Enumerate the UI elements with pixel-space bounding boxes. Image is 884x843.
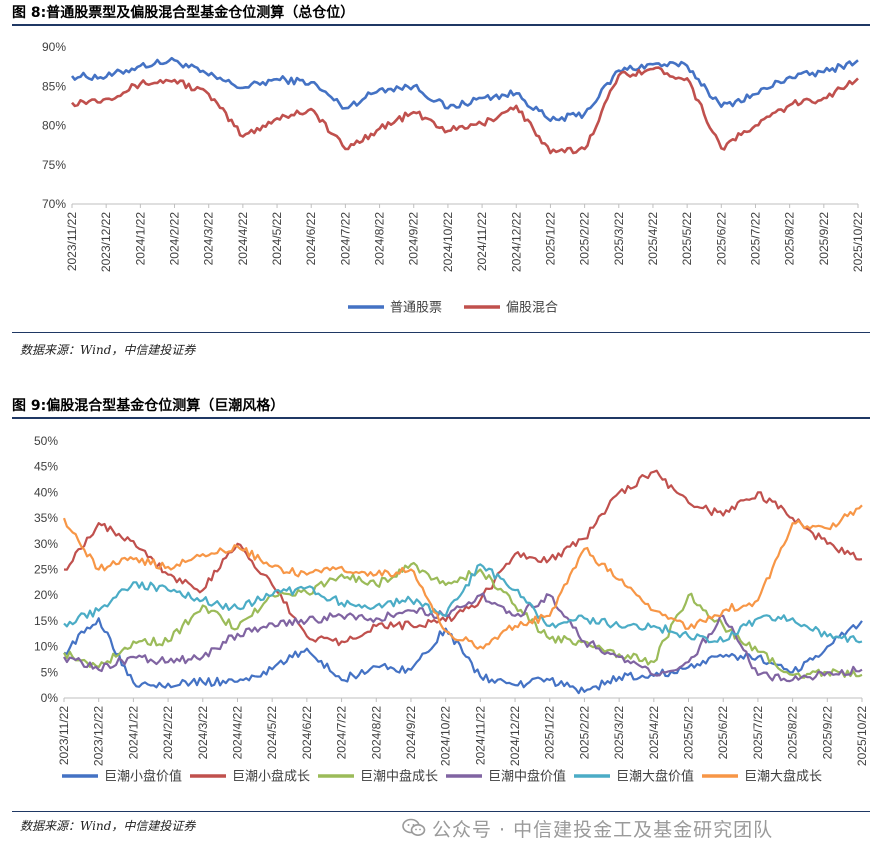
x-tick-label: 2024/10/22 [441, 212, 455, 272]
x-tick-label: 2025/3/22 [612, 212, 626, 266]
series-line-偏股混合 [71, 66, 859, 155]
x-tick-label: 2024/1/22 [133, 212, 147, 266]
watermark: 公众号 · 中信建投金工及基金研究团队 [402, 815, 773, 843]
y-tick-label: 50% [34, 434, 58, 448]
x-tick-label: 2024/11/22 [475, 212, 489, 271]
x-tick-label: 2024/4/22 [230, 706, 244, 760]
wechat-icon [402, 818, 426, 843]
x-tick-label: 2024/1/22 [126, 706, 140, 760]
y-tick-label: 75% [42, 158, 66, 172]
y-tick-label: 70% [42, 197, 66, 211]
x-tick-label: 2025/2/22 [577, 706, 591, 760]
figure9-title: 图 9:偏股混合型基金仓位测算（巨潮风格） [12, 398, 285, 414]
x-tick-label: 2024/5/22 [265, 706, 279, 760]
x-tick-label: 2025/8/22 [783, 212, 797, 266]
x-tick-label: 2023/11/22 [65, 212, 79, 271]
x-tick-label: 2025/10/22 [851, 212, 865, 272]
y-tick-label: 30% [34, 537, 58, 551]
x-tick-label: 2024/10/22 [439, 706, 453, 766]
figure9-top-rule [12, 417, 870, 419]
watermark-text: 公众号 · 中信建投金工及基金研究团队 [432, 819, 774, 841]
x-tick-label: 2025/6/22 [714, 212, 728, 266]
x-tick-label: 2025/1/22 [543, 706, 557, 760]
y-tick-label: 45% [34, 460, 58, 474]
y-tick-label: 40% [34, 485, 58, 499]
x-tick-label: 2024/9/22 [404, 706, 418, 760]
x-tick-label: 2024/7/22 [338, 212, 352, 266]
y-tick-label: 25% [34, 563, 58, 577]
x-tick-label: 2024/7/22 [335, 706, 349, 760]
x-tick-label: 2025/1/22 [543, 212, 557, 266]
y-tick-label: 35% [34, 511, 58, 525]
x-tick-label: 2024/2/22 [168, 212, 182, 266]
figure8-source: 数据来源：Wind，中信建投证券 [20, 343, 196, 357]
x-tick-label: 2024/9/22 [407, 212, 421, 266]
x-tick-label: 2024/3/22 [202, 212, 216, 266]
legend-label: 偏股混合 [506, 300, 558, 315]
x-tick-label: 2023/11/22 [57, 706, 71, 765]
x-tick-label: 2024/3/22 [196, 706, 210, 760]
x-tick-label: 2024/8/22 [369, 706, 383, 760]
x-tick-label: 2025/8/22 [786, 706, 800, 760]
series-line-巨潮大盘成长 [62, 504, 863, 650]
x-tick-label: 2024/11/22 [473, 706, 487, 765]
x-tick-label: 2024/6/22 [300, 706, 314, 760]
legend-label: 普通股票 [390, 300, 442, 315]
figure8-chart: 70% 75% 80% 85% 90% 2023/11/22 2023/12/22 2024/… [42, 40, 865, 315]
x-tick-label: 2025/9/22 [820, 706, 834, 760]
figure8-top-rule [12, 24, 870, 26]
legend-label: 巨潮中盘成长 [360, 769, 438, 784]
series-line-巨潮中盘成长 [63, 561, 863, 679]
y-tick-label: 90% [42, 40, 66, 54]
x-tick-label: 2025/4/22 [647, 706, 661, 760]
x-tick-label: 2025/4/22 [646, 212, 660, 266]
x-tick-label: 2025/10/22 [855, 706, 869, 766]
x-tick-label: 2025/6/22 [716, 706, 730, 760]
legend-label: 巨潮小盘价值 [104, 769, 182, 784]
figure9-chart: 0% 5% 10% 15% 20% 25% 30% 35% 40% 45% 50% 2023/11/2… [34, 434, 869, 784]
y-tick-label: 85% [42, 79, 66, 93]
y-tick-label: 10% [34, 640, 58, 654]
legend-label: 巨潮大盘成长 [744, 769, 822, 784]
x-tick-label: 2025/3/22 [612, 706, 626, 760]
x-tick-label: 2024/2/22 [161, 706, 175, 760]
x-tick-label: 2025/5/22 [682, 706, 696, 760]
x-tick-label: 2025/5/22 [680, 212, 694, 266]
x-tick-label: 2023/12/22 [99, 212, 113, 272]
y-tick-label: 15% [34, 614, 58, 628]
series-line-巨潮大盘价值 [63, 563, 863, 644]
x-tick-label: 2024/8/22 [373, 212, 387, 266]
figure8-bottom-rule [12, 332, 870, 333]
y-tick-label: 20% [34, 588, 58, 602]
y-tick-label: 0% [41, 691, 59, 705]
x-tick-label: 2024/6/22 [304, 212, 318, 266]
x-tick-label: 2025/7/22 [751, 706, 765, 760]
y-tick-label: 80% [42, 119, 66, 133]
figure9-source: 数据来源：Wind，中信建投证券 [20, 819, 196, 833]
series-line-巨潮小盘价值 [63, 617, 863, 695]
x-tick-label: 2025/9/22 [817, 212, 831, 266]
legend-label: 巨潮大盘价值 [616, 769, 694, 784]
series-line-巨潮小盘成长 [63, 469, 863, 647]
figure9-bottom-rule [12, 811, 870, 812]
legend-label: 巨潮中盘价值 [488, 769, 566, 784]
series-line-巨潮中盘价值 [63, 592, 863, 683]
y-tick-label: 5% [41, 665, 59, 679]
x-tick-label: 2024/5/22 [270, 212, 284, 266]
x-tick-label: 2024/4/22 [236, 212, 250, 266]
x-tick-label: 2025/2/22 [578, 212, 592, 266]
x-tick-label: 2025/7/22 [748, 212, 762, 266]
series-line-普通股票 [70, 56, 859, 123]
x-tick-label: 2024/12/22 [508, 706, 522, 766]
x-tick-label: 2023/12/22 [92, 706, 106, 766]
figure8-title: 图 8:普通股票型及偏股混合型基金仓位测算（总仓位） [12, 5, 355, 21]
x-tick-label: 2024/12/22 [509, 212, 523, 272]
legend-label: 巨潮小盘成长 [232, 769, 310, 784]
